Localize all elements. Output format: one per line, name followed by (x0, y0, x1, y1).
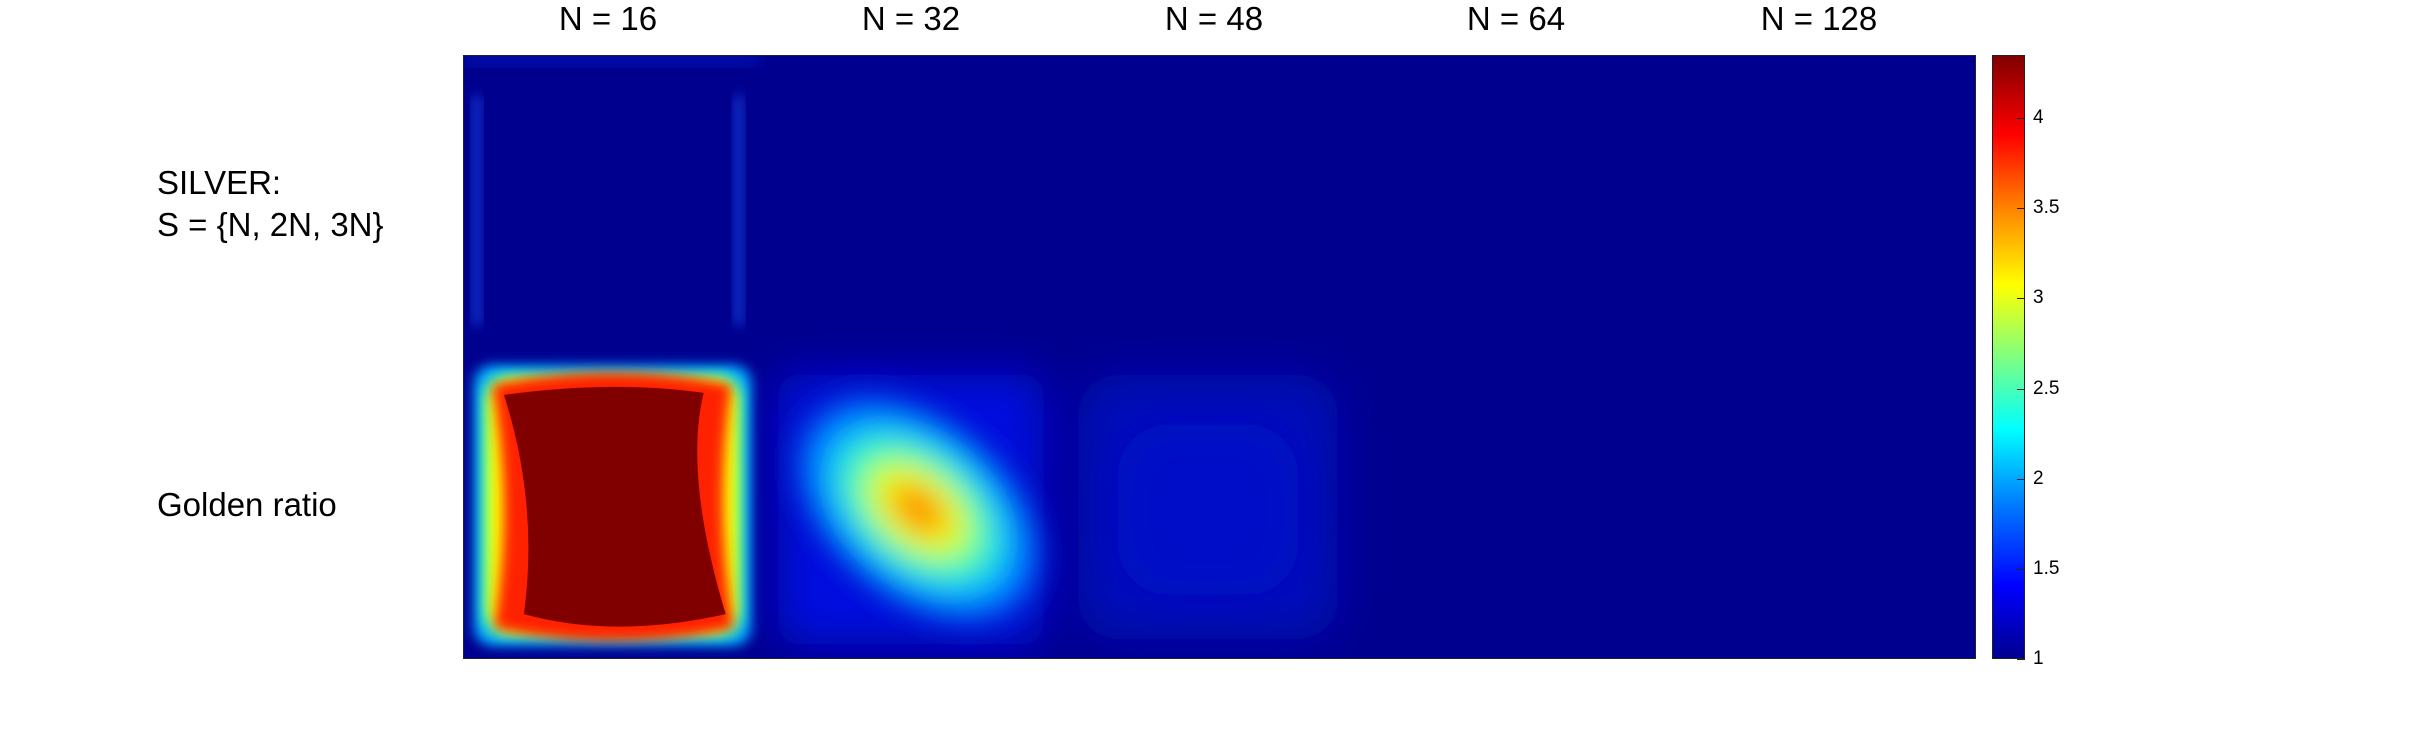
heatmap-panel (463, 55, 1976, 659)
row-label-silver-line2: S = {N, 2N, 3N} (157, 206, 384, 243)
column-label-n128: N = 128 (1760, 0, 1878, 37)
colorbar (1992, 55, 2025, 659)
cell-silver-n16 (464, 56, 759, 326)
column-label-n48: N = 48 (1164, 0, 1264, 37)
cell-golden-n32 (778, 374, 1049, 645)
colorbar-tick-mark (2017, 659, 2025, 660)
colorbar-tick-mark (2017, 389, 2025, 390)
colorbar-tick-label: 1.5 (2033, 558, 2060, 579)
colorbar-tick-mark (2017, 298, 2025, 299)
row-label-golden-line1: Golden ratio (157, 486, 337, 523)
heatmap-graphic (464, 56, 1338, 647)
colorbar-tick-label: 1 (2033, 648, 2044, 669)
colorbar-tick-label: 2.5 (2033, 378, 2060, 399)
row-label-silver: SILVER: S = {N, 2N, 3N} (157, 162, 384, 246)
colorbar-tick-mark (2017, 208, 2025, 209)
colorbar-tick-mark (2017, 118, 2025, 119)
row-label-silver-line1: SILVER: (157, 164, 282, 201)
column-label-n16: N = 16 (558, 0, 658, 37)
row-label-golden-ratio: Golden ratio (157, 484, 337, 526)
cell-golden-n16 (473, 364, 752, 647)
cell-golden-n48 (1078, 374, 1338, 640)
colorbar-tick-label: 2 (2033, 468, 2044, 489)
colorbar-tick-label: 3.5 (2033, 197, 2060, 218)
column-label-n32: N = 32 (861, 0, 961, 37)
colorbar-tick-label: 3 (2033, 287, 2044, 308)
colorbar-tick-label: 4 (2033, 107, 2044, 128)
column-label-n64: N = 64 (1466, 0, 1566, 37)
colorbar-tick-mark (2017, 569, 2025, 570)
colorbar-tick-mark (2017, 479, 2025, 480)
